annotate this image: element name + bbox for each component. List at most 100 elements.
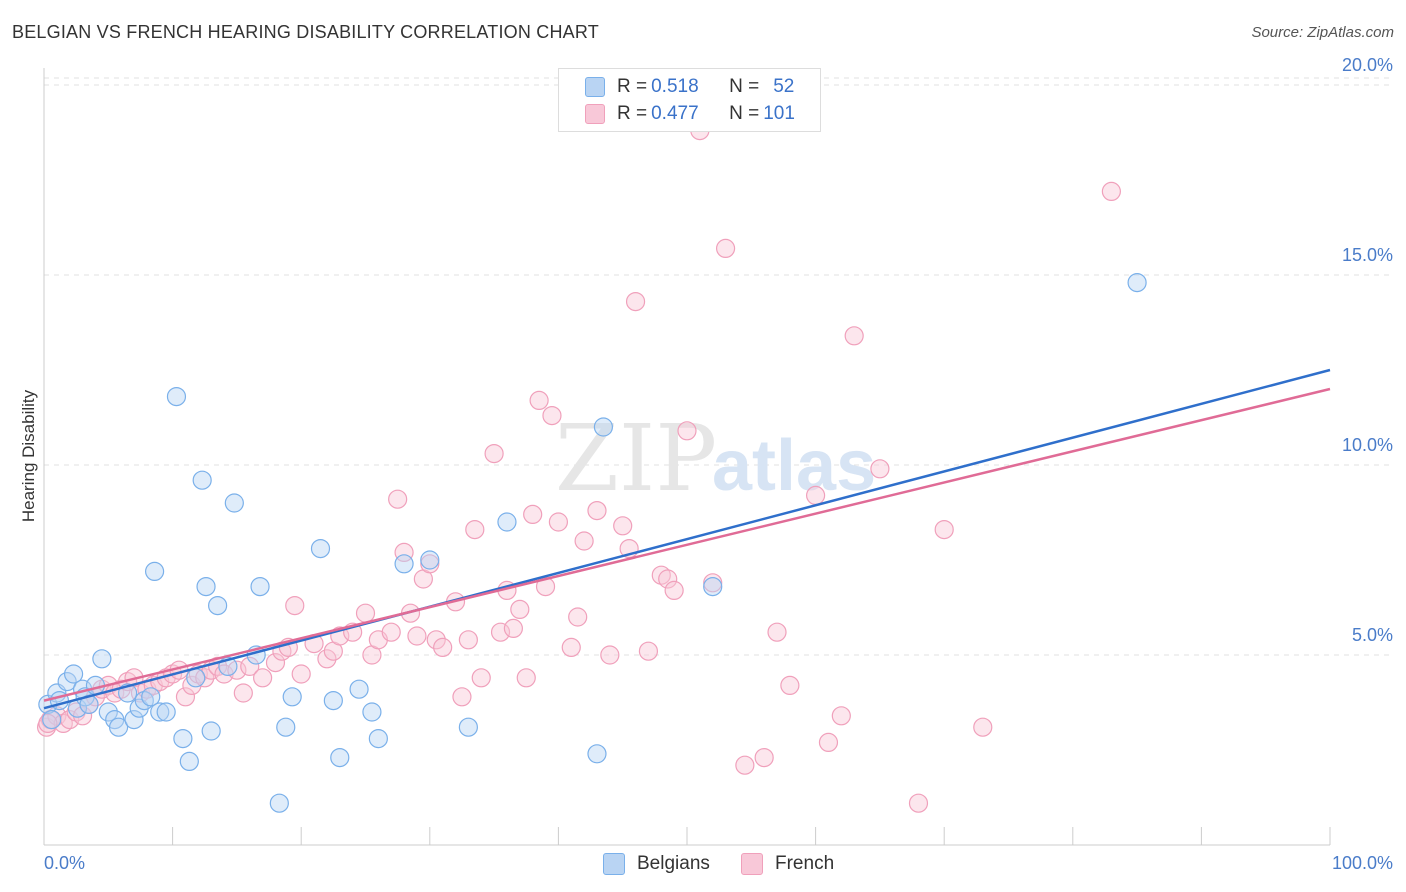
y-axis-label: Hearing Disability <box>19 389 38 522</box>
belgian-point <box>144 561 165 582</box>
french-point <box>240 656 260 677</box>
french-point <box>388 489 408 509</box>
belgian-point <box>1127 273 1147 293</box>
legend-r-label: R = <box>617 76 648 97</box>
legend-swatch-belgians <box>585 77 605 97</box>
french-point <box>253 668 273 688</box>
belgian-point <box>63 664 84 684</box>
french-point <box>381 622 401 642</box>
french-point <box>613 516 633 536</box>
y-tick-label: 5.0% <box>1352 625 1393 645</box>
belgian-point <box>458 717 478 737</box>
belgian-point <box>269 793 289 813</box>
french-point <box>600 645 620 665</box>
french-point <box>175 687 196 707</box>
belgian-trend-line <box>43 368 1331 710</box>
french-point <box>529 390 549 410</box>
french-point <box>426 630 446 650</box>
french-point <box>407 626 427 646</box>
french-point <box>677 421 697 441</box>
trend-lines <box>43 368 1331 710</box>
legend-n-value: 52 <box>773 76 795 97</box>
french-point <box>805 485 826 505</box>
legend-row-french: R = 0.477 N = 101 <box>585 101 795 127</box>
belgian-point <box>124 709 144 730</box>
french-point <box>973 717 993 737</box>
french-point <box>458 630 478 650</box>
legend-row-belgians: R = 0.518 N = 52 <box>585 74 794 100</box>
french-point <box>568 607 588 627</box>
french-point <box>908 793 929 813</box>
belgian-point <box>330 747 350 768</box>
source-label: Source: ZipAtlas.com <box>1251 24 1394 41</box>
x-tick-label-max: 100.0% <box>1332 853 1393 873</box>
french-point <box>664 580 684 601</box>
belgian-point <box>703 576 723 597</box>
belgian-point <box>201 721 221 741</box>
belgian-point <box>394 554 414 574</box>
french-point <box>1101 181 1121 201</box>
belgian-point <box>276 717 296 737</box>
french-point <box>317 649 337 669</box>
belgian-point <box>156 702 176 722</box>
belgian-point <box>349 679 369 699</box>
french-point <box>934 519 954 540</box>
french-point <box>625 292 646 312</box>
french-point <box>471 668 491 688</box>
legend-r-label: R = <box>617 103 648 124</box>
belgian-point <box>362 702 382 722</box>
french-point <box>574 531 594 551</box>
belgian-point <box>98 702 118 722</box>
legend-swatch-french <box>585 104 605 124</box>
axis-labels: 5.0% 10.0% 15.0% 20.0% 0.0% 100.0% Hearing Dis… <box>19 55 1393 873</box>
belgian-point <box>192 470 212 490</box>
belgian-point <box>420 550 440 570</box>
bottom-legend-belgians: Belgians <box>603 852 710 876</box>
gridlines <box>44 77 1392 656</box>
french-point <box>638 641 659 661</box>
french-point <box>465 519 485 540</box>
belgian-point <box>179 751 199 772</box>
legend-n-value: 101 <box>763 103 795 124</box>
y-tick-label: 20.0% <box>1342 55 1393 75</box>
french-point <box>291 664 311 684</box>
french-point <box>561 637 581 658</box>
belgian-point <box>173 728 193 749</box>
french-point <box>735 755 755 775</box>
belgian-point <box>310 538 331 559</box>
french-point <box>38 713 58 734</box>
french-point <box>870 459 890 479</box>
bottom-legend-label-belgians: Belgians <box>637 853 710 874</box>
french-point <box>510 599 530 620</box>
belgian-point <box>150 702 170 722</box>
french-point <box>658 569 678 589</box>
bottom-swatch-french <box>741 853 763 875</box>
french-point <box>754 747 774 768</box>
belgian-point <box>92 649 112 669</box>
bottom-legend-label-french: French <box>775 853 835 874</box>
french-point <box>490 622 511 642</box>
bottom-legend-french: French <box>741 852 834 876</box>
legend-n-label: N = <box>729 103 760 124</box>
french-trend-line <box>43 387 1331 702</box>
belgian-point <box>224 493 244 513</box>
stats-legend: R = 0.518 N = 52 R = 0.477 N = 101 <box>558 68 821 132</box>
y-tick-label: 10.0% <box>1342 435 1393 455</box>
belgian-point <box>282 687 302 707</box>
belgian-point <box>186 668 206 688</box>
belgian-point <box>250 576 270 597</box>
legend-n-label: N = <box>729 76 760 97</box>
french-point <box>265 652 286 673</box>
french-point <box>780 675 800 696</box>
belgian-point <box>166 387 187 407</box>
french-point <box>233 683 253 703</box>
french-point <box>535 576 556 597</box>
belgian-point <box>208 595 228 616</box>
french-point <box>523 504 543 525</box>
french-point <box>587 501 607 521</box>
french-point <box>503 618 523 639</box>
french-point <box>844 326 864 346</box>
belgian-point <box>57 671 77 692</box>
legend-r-value: 0.518 <box>651 76 699 97</box>
